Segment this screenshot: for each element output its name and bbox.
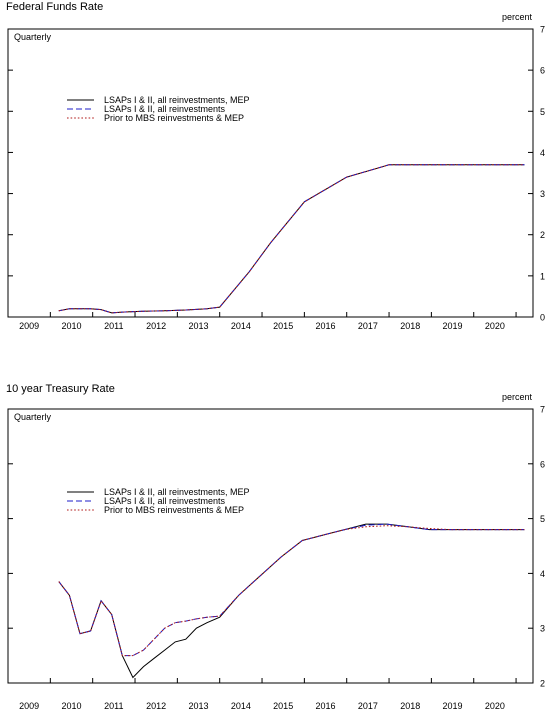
y-tick-label: 7 — [540, 25, 545, 35]
y-tick-label: 5 — [540, 514, 545, 524]
x-tick-label: 2015 — [273, 701, 293, 711]
x-tick-label: 2012 — [146, 701, 166, 711]
series-line-1 — [58, 164, 525, 314]
series-line-3 — [58, 525, 525, 657]
chart-fed-funds-rate: 0 1 2 3 4 5 6 7 percent Quarterly 2009 2010 2011 2012… — [7, 12, 545, 331]
frequency-label: Quarterly — [14, 32, 52, 42]
y-tick-label: 5 — [540, 107, 545, 117]
x-tick-label: 2013 — [189, 701, 209, 711]
x-tick-label: 2020 — [485, 321, 505, 331]
legend-entry-3: Prior to MBS reinvestments & MEP — [104, 113, 244, 123]
legend-entry-3: Prior to MBS reinvestments & MEP — [104, 505, 244, 515]
x-tick-label: 2017 — [358, 701, 378, 711]
y-tick-label: 6 — [540, 66, 545, 76]
series-line-2 — [58, 523, 525, 657]
frequency-label: Quarterly — [14, 412, 52, 422]
x-tick-label: 2019 — [443, 321, 463, 331]
unit-label: percent — [502, 392, 533, 402]
plot-frame — [7, 408, 534, 684]
legend-entry-2: LSAPs I & II, all reinvestments — [104, 104, 226, 114]
x-tick-label: 2011 — [104, 321, 123, 331]
unit-label: percent — [502, 12, 533, 22]
chart-10yr-treasury-rate: 2 3 4 5 6 7 percent Quarterly 2009 2010 2011 2012 20… — [7, 392, 545, 711]
y-tick-label: 3 — [540, 624, 545, 634]
x-tick-label: 2015 — [273, 321, 293, 331]
y-tick-label: 2 — [540, 679, 545, 689]
x-tick-label: 2012 — [146, 321, 166, 331]
series-line-3 — [58, 164, 525, 314]
y-tick-label: 1 — [540, 271, 545, 281]
series-line-1 — [58, 523, 525, 679]
x-tick-label: 2011 — [104, 701, 123, 711]
x-tick-label: 2020 — [485, 701, 505, 711]
x-tick-label: 2014 — [231, 701, 251, 711]
y-tick-label: 6 — [540, 459, 545, 469]
x-tick-label: 2016 — [316, 701, 336, 711]
x-tick-label: 2019 — [443, 701, 463, 711]
x-tick-label: 2017 — [358, 321, 378, 331]
chart-title-10yr-treasury: 10 year Treasury Rate — [6, 383, 115, 395]
legend-entry-1: LSAPs I & II, all reinvestments, MEP — [104, 95, 250, 105]
y-tick-label: 4 — [540, 148, 545, 158]
y-tick-label: 2 — [540, 230, 545, 240]
y-tick-label: 3 — [540, 189, 545, 199]
x-tick-label: 2010 — [61, 701, 81, 711]
legend-entry-1: LSAPs I & II, all reinvestments, MEP — [104, 487, 250, 497]
x-tick-label: 2014 — [231, 321, 251, 331]
y-tick-label: 0 — [540, 313, 545, 323]
legend-entry-2: LSAPs I & II, all reinvestments — [104, 496, 226, 506]
x-tick-label: 2009 — [19, 321, 39, 331]
y-tick-label: 4 — [540, 569, 545, 579]
x-tick-label: 2009 — [19, 701, 39, 711]
x-tick-label: 2018 — [400, 321, 420, 331]
x-tick-label: 2010 — [61, 321, 81, 331]
x-tick-label: 2016 — [316, 321, 336, 331]
y-tick-label: 7 — [540, 405, 545, 415]
x-tick-label: 2018 — [400, 701, 420, 711]
x-tick-label: 2013 — [189, 321, 209, 331]
series-line-2 — [58, 164, 525, 314]
plot-frame — [7, 28, 534, 318]
chart-title-fed-funds: Federal Funds Rate — [6, 1, 104, 13]
